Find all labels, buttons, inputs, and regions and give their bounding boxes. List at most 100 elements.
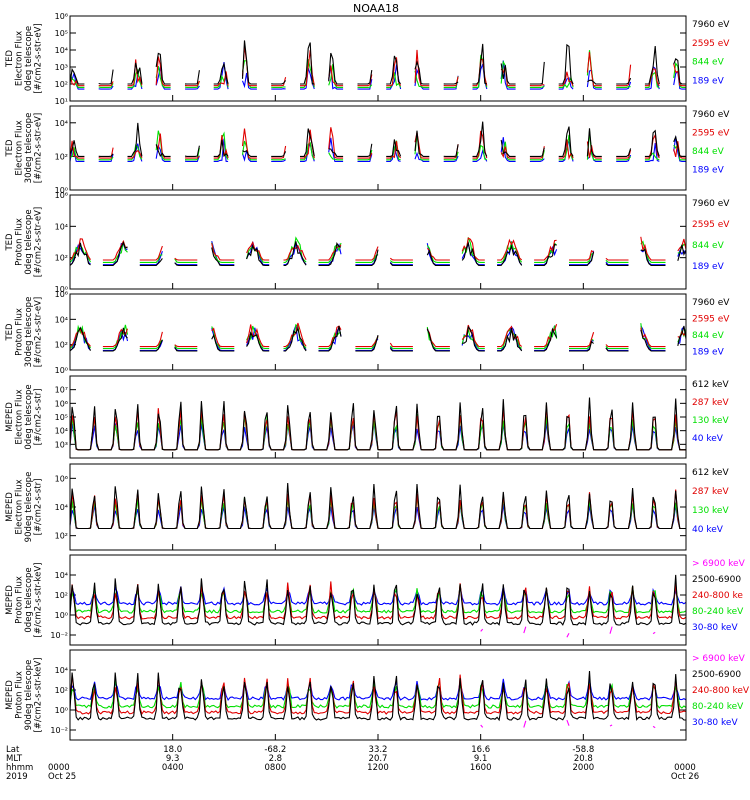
trace-blue: [69, 585, 687, 606]
y-tick-label: 10⁰: [55, 611, 68, 620]
y-tick-label: 10⁴: [55, 503, 68, 512]
y-tick-label: 10²: [55, 591, 68, 600]
y-axis-label: [#/cm2-s-str-eV]: [34, 207, 44, 277]
x-tick-label: 0000: [48, 763, 70, 773]
trace-black: [69, 40, 686, 85]
y-tick-label: 10³: [55, 440, 68, 449]
y-axis-label: TED: [5, 323, 15, 342]
x-tick-label: Oct 26: [671, 772, 699, 782]
y-tick-label: 10²: [55, 80, 68, 89]
y-axis-label: MEPED: [5, 585, 15, 615]
y-axis-label: TED: [5, 49, 15, 68]
y-tick-label: 10¹: [55, 97, 68, 106]
y-tick-label: 10²: [55, 532, 68, 541]
legend-entry: 7960 eV: [692, 20, 730, 30]
y-axis-label: 30deg telescope: [24, 113, 34, 184]
y-axis-label: 90deg telescope: [24, 472, 34, 543]
legend-entry: 189 eV: [692, 348, 725, 358]
trace-magenta: [481, 720, 676, 733]
y-tick-label: 10⁵: [55, 413, 68, 422]
legend-entry: > 6900 keV: [692, 559, 746, 569]
y-tick-label: 10²: [55, 341, 68, 350]
x-tick-label: 33.2: [369, 745, 388, 755]
legend-entry: 612 keV: [692, 468, 729, 478]
panel-frame: [69, 554, 687, 646]
x-tick-label: -68.2: [264, 745, 286, 755]
legend-entry: 240-800 ke: [692, 591, 743, 601]
y-axis-label: [#/cm2-s-str-keV]: [34, 658, 44, 733]
trace-red: [69, 581, 687, 620]
y-axis-label: Electron Flux: [15, 120, 25, 175]
y-axis-label: MEPED: [5, 680, 15, 710]
panel-ted-proton-0deg: 10⁰ 10² 10⁴ 10⁶ TED Proton Flux 0deg telescope…: [5, 191, 730, 294]
trace-red: [69, 127, 686, 161]
y-tick-label: 10⁶: [55, 290, 68, 299]
trace-magenta: [481, 627, 676, 638]
y-tick-label: 10⁰: [55, 186, 68, 195]
legend-entry: 80-240 keV: [692, 702, 744, 712]
x-tick-label: 20.7: [369, 754, 388, 764]
y-tick-label: 10⁴: [55, 119, 68, 128]
legend-entry: 7960 eV: [692, 199, 730, 209]
x-tick-label: 1600: [470, 763, 492, 773]
x-tick-label: 1200: [367, 763, 389, 773]
trace-black: [69, 670, 686, 722]
y-axis-label: 0deg telescope: [24, 384, 34, 449]
x-row-label: Lat: [6, 745, 20, 755]
y-tick-label: 10⁷: [55, 386, 68, 395]
trace-black: [69, 482, 686, 530]
x-tick-label: Oct 25: [48, 772, 76, 782]
y-axis-label: [#/cm2-s-str]: [34, 479, 44, 536]
y-tick-label: 10⁰: [55, 285, 68, 294]
y-tick-label: 10⁴: [55, 571, 68, 580]
legend-entry: 844 eV: [692, 147, 725, 157]
y-axis-label: MEPED: [5, 492, 15, 522]
y-tick-label: 10⁶: [55, 399, 68, 408]
y-tick-label: 10⁶: [55, 12, 68, 21]
legend-entry: 30-80 keV: [692, 623, 738, 633]
x-tick-label: 0400: [162, 763, 184, 773]
y-tick-label: 10³: [55, 63, 68, 72]
panel-frame: [69, 105, 687, 191]
x-tick-label: 2.8: [269, 754, 283, 764]
y-tick-label: 10⁶: [55, 191, 68, 200]
x-tick-label: 2000: [573, 763, 595, 773]
legend-entry: 2500-6900: [692, 670, 741, 680]
x-tick-label: 0800: [265, 763, 287, 773]
x-row-label: MLT: [6, 754, 23, 764]
panel-ted-electron-0deg: 10¹ 10² 10³ 10⁴ 10⁵ 10⁶ TED Electron Flux 0deg t…: [5, 12, 730, 106]
trace-black: [69, 397, 686, 451]
legend-entry: 287 keV: [692, 487, 729, 497]
y-tick-label: 10⁴: [55, 666, 68, 675]
y-axis-label: 0deg telescope: [24, 209, 34, 274]
y-axis-label: [#/cm2-s-str-eV]: [34, 297, 44, 367]
legend-entry: 2595 eV: [692, 129, 730, 139]
y-tick-label: 10²: [55, 152, 68, 161]
y-axis-label: Proton Flux: [15, 576, 25, 624]
trace-green: [69, 583, 687, 614]
legend-entry: 80-240 keV: [692, 607, 744, 617]
panel-meped-proton-90deg: 10⁻² 10⁰ 10² 10⁴ MEPED Proton Flux 90deg teles…: [5, 649, 750, 741]
legend-entry: 844 eV: [692, 241, 725, 251]
y-axis-label: [#/cm2-s-str]: [34, 389, 44, 446]
panel-meped-proton-0deg: 10⁻² 10⁰ 10² 10⁴ MEPED Proton Flux 0deg telesc…: [5, 554, 746, 646]
x-tick-label: 20.8: [574, 754, 593, 764]
y-axis-label: [#/cm2-s-str-keV]: [34, 563, 44, 638]
y-tick-label: 10⁰: [55, 366, 68, 375]
trace-red: [69, 674, 687, 716]
y-tick-label: 10⁴: [55, 427, 68, 436]
x-tick-label: 0000: [674, 763, 696, 773]
legend-entry: 844 eV: [692, 58, 725, 68]
legend-entry: 7960 eV: [692, 298, 730, 308]
legend-entry: 2595 eV: [692, 39, 730, 49]
y-tick-label: 10⁴: [55, 315, 68, 324]
y-axis-label: [#/cm2-s-str-eV]: [34, 113, 44, 183]
x-tick-label: 9.3: [166, 754, 180, 764]
y-axis-label: Proton Flux: [15, 218, 25, 266]
y-tick-label: 10²: [55, 254, 68, 263]
panel-ted-electron-30deg: 10⁰ 10² 10⁴ TED Electron Flux 30deg telescope…: [5, 105, 730, 195]
y-axis-label: Electron Flux: [15, 389, 25, 444]
y-axis-label: MEPED: [5, 402, 15, 432]
y-tick-label: 10⁶: [55, 474, 68, 483]
